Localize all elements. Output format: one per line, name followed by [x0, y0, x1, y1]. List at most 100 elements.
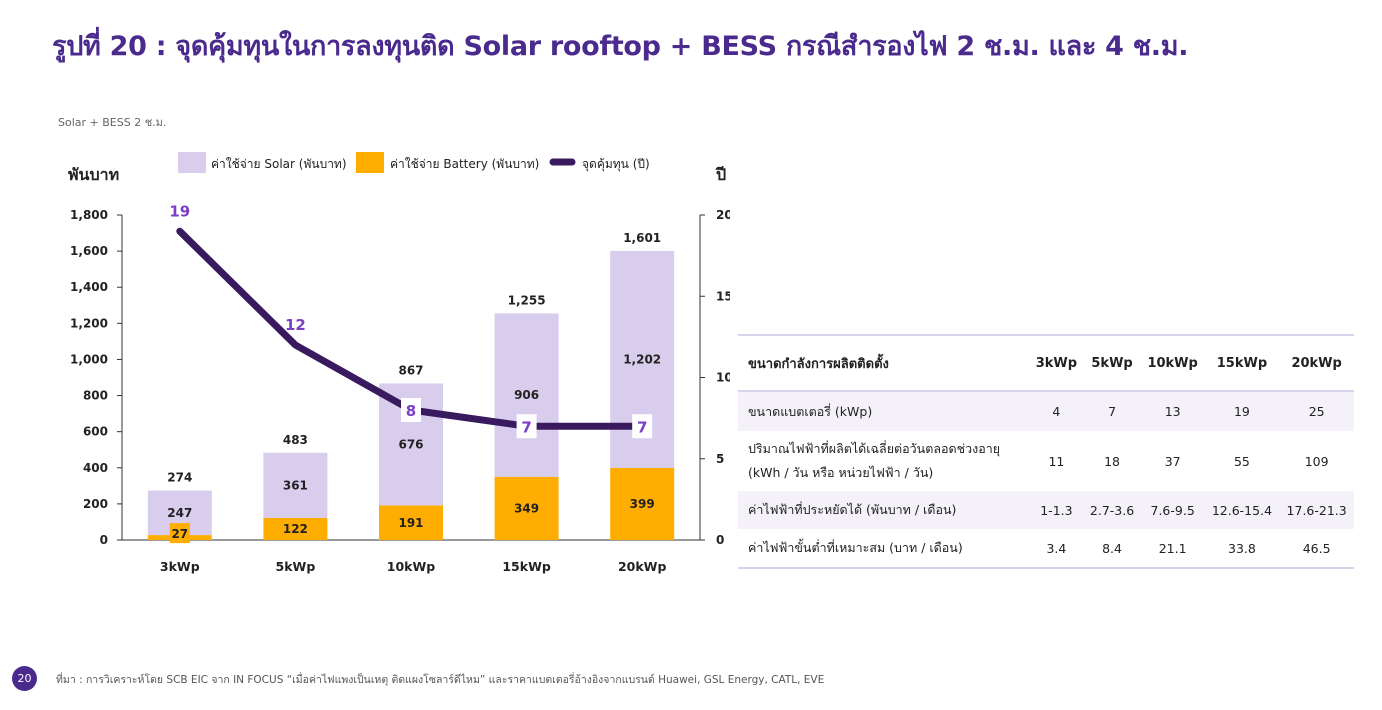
breakeven-value-label: 8	[406, 402, 416, 420]
row-label: ค่าไฟฟ้าขั้นต่ำที่เหมาะสม (บาท / เดือน)	[738, 529, 1030, 569]
bar-solar-label: 1,202	[623, 352, 661, 366]
table-cell: 12.6-15.4	[1204, 491, 1280, 529]
left-tick-label: 600	[83, 425, 108, 439]
left-tick-label: 1,200	[70, 316, 108, 330]
table-cell: 2.7-3.6	[1083, 491, 1141, 529]
table-cell: 37	[1164, 453, 1181, 469]
table-cell: 7	[1083, 391, 1141, 431]
y-axis-label: พันบาท	[68, 165, 119, 184]
legend-label-battery: ค่าใช้จ่าย Battery (พันบาท)	[390, 157, 539, 171]
bar-solar-label: 906	[514, 388, 539, 402]
bar-battery	[610, 467, 675, 540]
right-tick-label: 10	[716, 371, 730, 385]
table-cell: 46.5	[1279, 529, 1354, 569]
bar-battery-label-bg	[169, 523, 190, 544]
table-cell: 55	[1233, 453, 1250, 469]
right-tick-label: 20	[716, 208, 730, 222]
bar-solar	[263, 452, 328, 518]
table-row: ปริมาณไฟฟ้าที่ผลิตได้เฉลี่ยต่อวันตลอดช่ว…	[738, 431, 1354, 491]
table-cell: 13	[1140, 391, 1205, 431]
x-tick-label: 20kWp	[618, 559, 666, 574]
table-cell: 18	[1104, 453, 1120, 469]
bar-battery-label: 191	[398, 516, 423, 530]
right-tick-label: 0	[716, 533, 724, 547]
chart-subtitle: Solar + BESS 2 ช.ม.	[58, 116, 167, 129]
left-tick-label: 400	[83, 461, 108, 475]
table-cell: 17.6-21.3	[1279, 491, 1354, 529]
table-header-cell: 3kWp	[1029, 334, 1084, 392]
row-label: ขนาดแบตเตอรี่ (kWp)	[738, 391, 1030, 431]
table-row: ค่าไฟฟ้าที่ประหยัดได้ (พันบาท / เดือน) 1…	[738, 491, 1354, 529]
bar-battery-label: 122	[283, 522, 308, 536]
source-note: ที่มา : การวิเคราะห์โดย SCB EIC จาก IN F…	[56, 674, 825, 686]
bar-battery-label: 27	[171, 527, 188, 541]
table-row: ขนาดแบตเตอรี่ (kWp) 4 7 13 19 25	[738, 391, 1354, 431]
row-label: ปริมาณไฟฟ้าที่ผลิตได้เฉลี่ยต่อวันตลอดช่ว…	[738, 431, 1029, 491]
bar-battery	[494, 476, 559, 540]
right-tick-label: 15	[716, 289, 730, 303]
table-row: ค่าไฟฟ้าขั้นต่ำที่เหมาะสม (บาท / เดือน) …	[738, 529, 1354, 569]
table-cell: 25	[1279, 391, 1354, 431]
left-tick-label: 0	[100, 533, 108, 547]
bar-solar-label: 676	[398, 437, 423, 451]
bar-battery-label: 399	[630, 497, 655, 511]
left-tick-label: 1,600	[70, 244, 108, 258]
left-tick-label: 200	[83, 497, 108, 511]
bar-solar-label: 247	[167, 506, 192, 520]
legend-label-breakeven: จุดคุ้มทุน (ปี)	[582, 157, 650, 172]
breakeven-label-bg	[632, 414, 653, 439]
table-cell: 21.1	[1140, 529, 1205, 569]
legend-label-solar: ค่าใช้จ่าย Solar (พันบาท)	[211, 157, 347, 171]
page-title: รูปที่ 20 : จุดคุ้มทุนในการลงทุนติด Sola…	[52, 31, 1189, 62]
bar-total-label: 274	[167, 471, 192, 485]
table-cell: 3.4	[1029, 529, 1084, 569]
y2-axis-label: ปี	[715, 165, 727, 184]
right-tick-label: 5	[716, 452, 724, 466]
bar-total-label: 1,601	[623, 231, 661, 245]
bar-solar-label: 361	[283, 478, 308, 492]
breakeven-value-label: 12	[285, 316, 306, 334]
table-cell: 19	[1204, 391, 1280, 431]
page-number-badge: 20	[12, 666, 37, 691]
breakeven-label-bg	[401, 398, 421, 422]
row-label: ค่าไฟฟ้าที่ประหยัดได้ (พันบาท / เดือน)	[738, 491, 1030, 529]
bar-total-label: 867	[398, 363, 423, 377]
x-tick-label: 15kWp	[502, 559, 550, 574]
bar-solar	[494, 313, 559, 477]
breakeven-label-bg	[516, 414, 537, 439]
row-label-line1: ปริมาณไฟฟ้าที่ผลิตได้เฉลี่ยต่อวันตลอดช่ว…	[748, 441, 1001, 456]
table-header-row: ขนาดกำลังการผลิตติดตั้ง 3kWp 5kWp 10kWp …	[738, 334, 1354, 392]
table-cell: 11	[1048, 453, 1065, 469]
table-cell: 1-1.3	[1029, 491, 1084, 529]
row-label-line2: (kWh / วัน หรือ หน่วยไฟฟ้า / วัน)	[748, 465, 934, 480]
left-tick-label: 1,000	[70, 352, 108, 366]
x-tick-label: 10kWp	[387, 559, 435, 574]
legend-swatch-solar	[178, 152, 206, 173]
bar-total-label: 1,255	[508, 293, 546, 307]
bar-battery-label: 349	[514, 501, 539, 515]
table-header-cell: 5kWp	[1083, 334, 1141, 392]
table-header-label: ขนาดกำลังการผลิตติดตั้ง	[738, 334, 1030, 392]
stacked-bar-line-chart: 0 200 400 600 800 1,000 1,200 1,400 1,600 1,800 0 5…	[68, 152, 730, 574]
left-tick-label: 1,800	[70, 208, 108, 222]
table-cell: 33.8	[1204, 529, 1280, 569]
breakeven-value-label: 7	[637, 418, 647, 436]
breakeven-value-label: 19	[169, 202, 190, 220]
x-tick-label: 5kWp	[276, 559, 316, 574]
table-header-cell: 15kWp	[1204, 334, 1280, 392]
table-header-cell: 20kWp	[1279, 334, 1354, 392]
table-cell: 109	[1304, 453, 1329, 469]
breakeven-value-label: 7	[521, 418, 531, 436]
bar-battery	[379, 505, 443, 540]
table-header-cell: 10kWp	[1140, 334, 1205, 392]
bar-battery	[263, 517, 328, 540]
left-tick-label: 800	[83, 389, 108, 403]
x-tick-label: 3kWp	[160, 559, 200, 574]
left-tick-label: 1,400	[70, 280, 108, 294]
table-cell: 8.4	[1083, 529, 1141, 569]
table-cell: 7.6-9.5	[1140, 491, 1205, 529]
bar-total-label: 483	[283, 433, 308, 447]
specs-table: ขนาดกำลังการผลิตติดตั้ง 3kWp 5kWp 10kWp …	[738, 334, 1354, 569]
table-cell: 4	[1029, 391, 1084, 431]
legend-swatch-battery	[356, 152, 384, 173]
